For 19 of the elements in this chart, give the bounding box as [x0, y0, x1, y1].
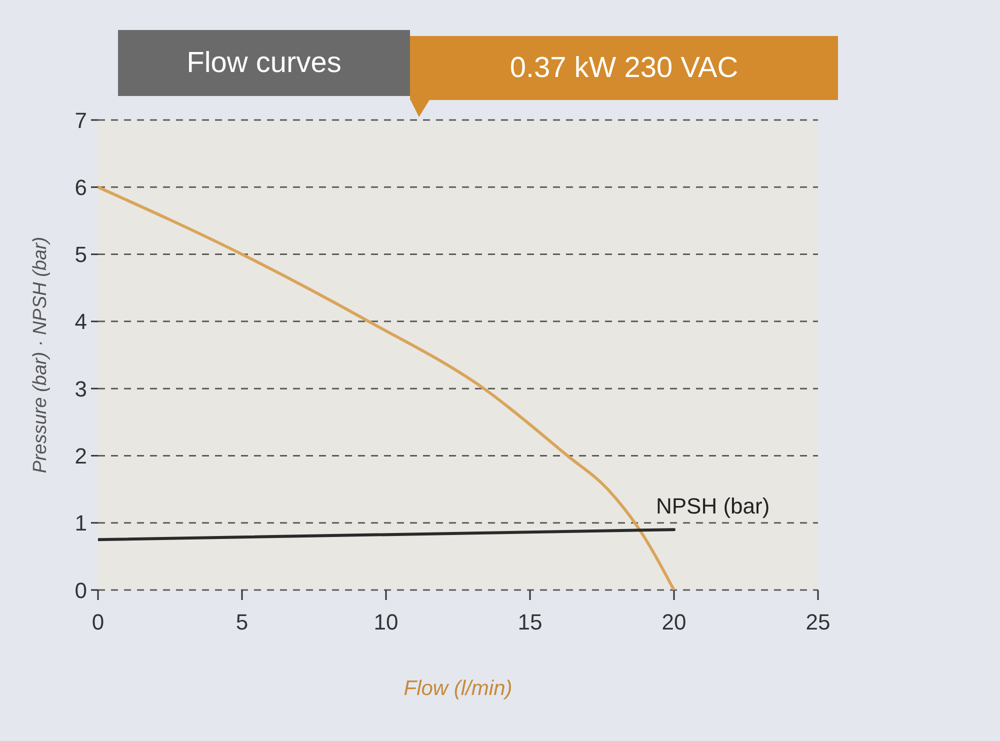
y-tick-label: 7 [74, 108, 87, 133]
x-tick-label: 0 [92, 610, 104, 635]
y-tick-label: 0 [74, 578, 87, 603]
chart-title: Flow curves [118, 30, 410, 96]
x-axis-title: Flow (l/min) [404, 677, 512, 700]
x-tick-label: 25 [806, 610, 830, 635]
y-tick-label: 6 [74, 174, 87, 200]
x-tick-label: 5 [236, 610, 248, 635]
x-tick-label: 15 [518, 610, 542, 635]
y-tick-label: 2 [74, 444, 87, 469]
x-tick-label: 10 [374, 610, 398, 635]
y-tick-label: 4 [74, 309, 87, 334]
chart-subtitle: 0.37 kW 230 VAC [410, 36, 838, 100]
y-tick-label: 3 [74, 376, 87, 402]
x-tick-label: 20 [662, 610, 686, 635]
y-tick-label: 1 [74, 510, 87, 536]
series-label: NPSH (bar) [656, 494, 770, 519]
y-axis-title: Pressure (bar) · NPSH (bar) [30, 236, 51, 474]
y-tick-label: 5 [74, 242, 87, 268]
